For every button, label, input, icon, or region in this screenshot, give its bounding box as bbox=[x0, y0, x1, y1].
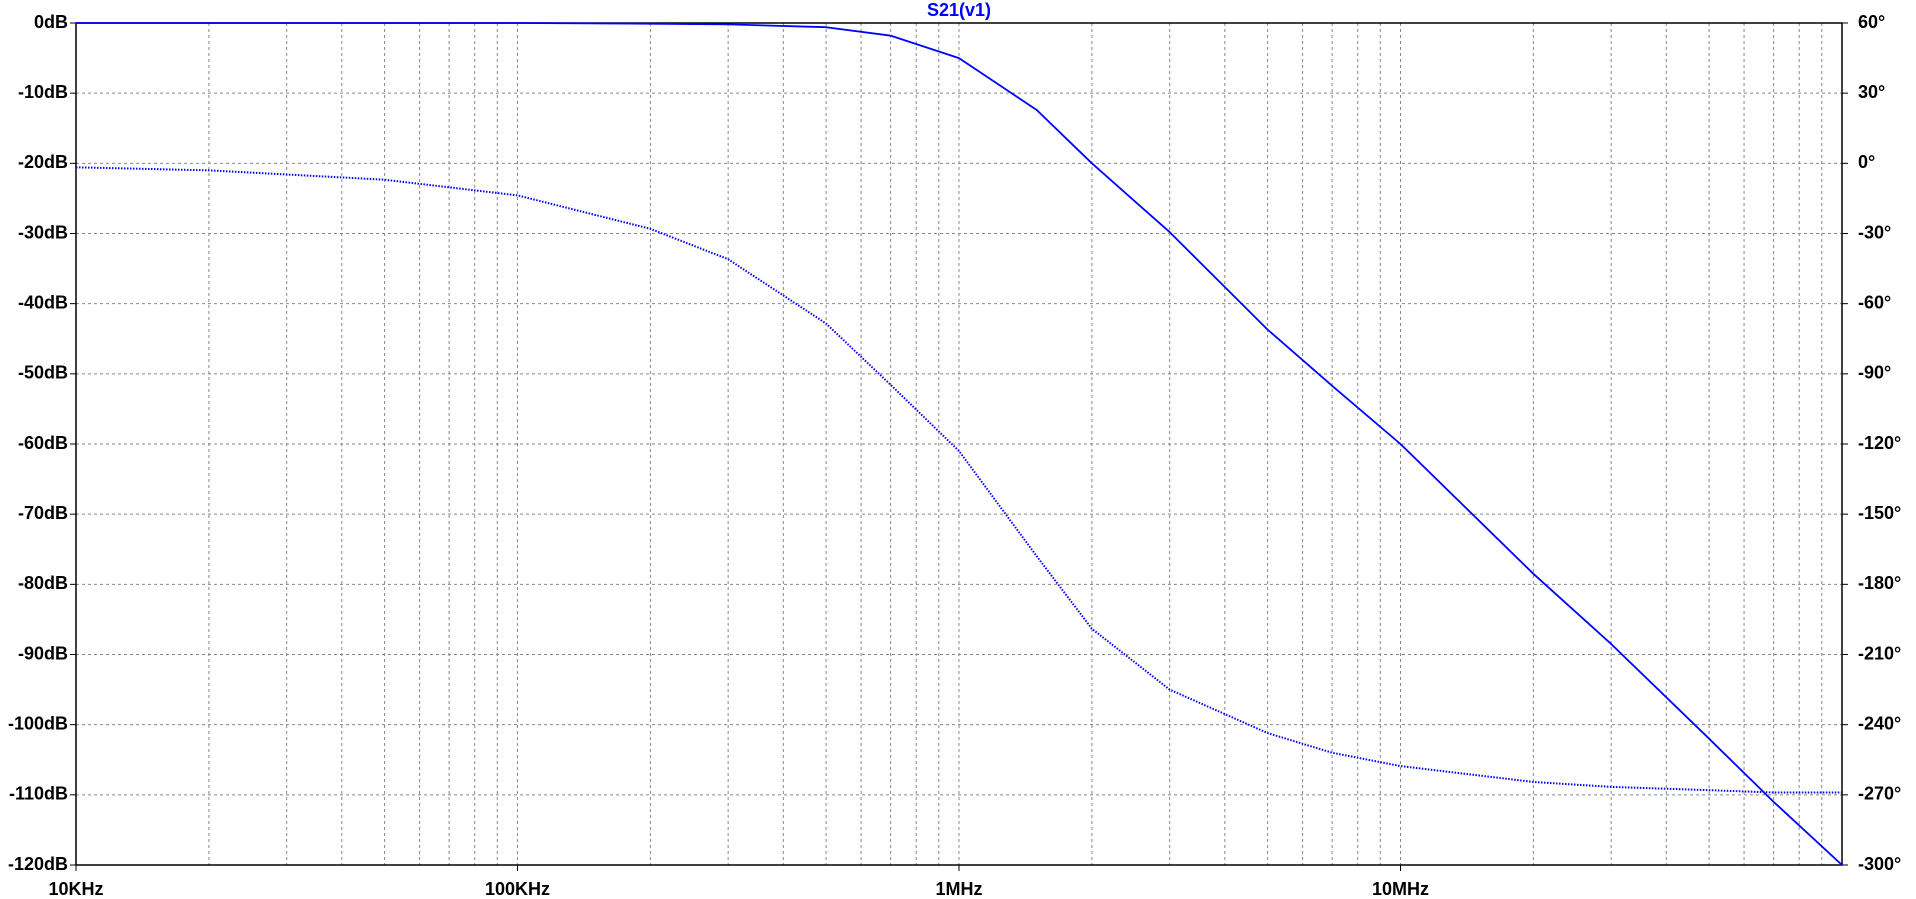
y-tick-label: -60dB bbox=[18, 433, 68, 453]
y-tick-label: -40dB bbox=[18, 292, 68, 312]
x-tick-label: 100KHz bbox=[485, 879, 550, 899]
y-tick-label: -70dB bbox=[18, 503, 68, 523]
y-tick-label: -90dB bbox=[18, 643, 68, 663]
y-tick-label: -20dB bbox=[18, 152, 68, 172]
y2-tick-label: -210° bbox=[1858, 643, 1901, 663]
y-tick-label: 0dB bbox=[34, 12, 68, 32]
x-tick-label: 10KHz bbox=[48, 879, 103, 899]
x-tick-label: 1MHz bbox=[935, 879, 982, 899]
y2-tick-label: 60° bbox=[1858, 12, 1885, 32]
y2-tick-label: -120° bbox=[1858, 433, 1901, 453]
y-tick-label: -110dB bbox=[9, 784, 68, 804]
y2-tick-label: 30° bbox=[1858, 82, 1885, 102]
y2-tick-label: -90° bbox=[1858, 363, 1891, 383]
y-tick-label: -30dB bbox=[18, 222, 68, 242]
x-tick-label: 10MHz bbox=[1372, 879, 1429, 899]
y-tick-label: -80dB bbox=[18, 573, 68, 593]
y-tick-label: -120dB bbox=[8, 854, 68, 874]
y2-tick-label: -270° bbox=[1858, 784, 1901, 804]
plot-frame bbox=[75, 22, 1843, 866]
y2-tick-label: -30° bbox=[1858, 222, 1891, 242]
y2-tick-label: 0° bbox=[1858, 152, 1875, 172]
y2-tick-label: -180° bbox=[1858, 573, 1901, 593]
y2-tick-label: -300° bbox=[1858, 854, 1901, 874]
series-line bbox=[76, 22, 1843, 866]
series-line bbox=[75, 166, 1842, 794]
y2-tick-label: -150° bbox=[1858, 503, 1901, 523]
y2-tick-label: -60° bbox=[1858, 292, 1891, 312]
y2-tick-label: -240° bbox=[1858, 713, 1901, 733]
y-tick-label: -100dB bbox=[8, 713, 68, 733]
y-tick-label: -10dB bbox=[18, 82, 68, 102]
y-tick-label: -50dB bbox=[18, 363, 68, 383]
chart-title: S21(v1) bbox=[927, 0, 991, 20]
